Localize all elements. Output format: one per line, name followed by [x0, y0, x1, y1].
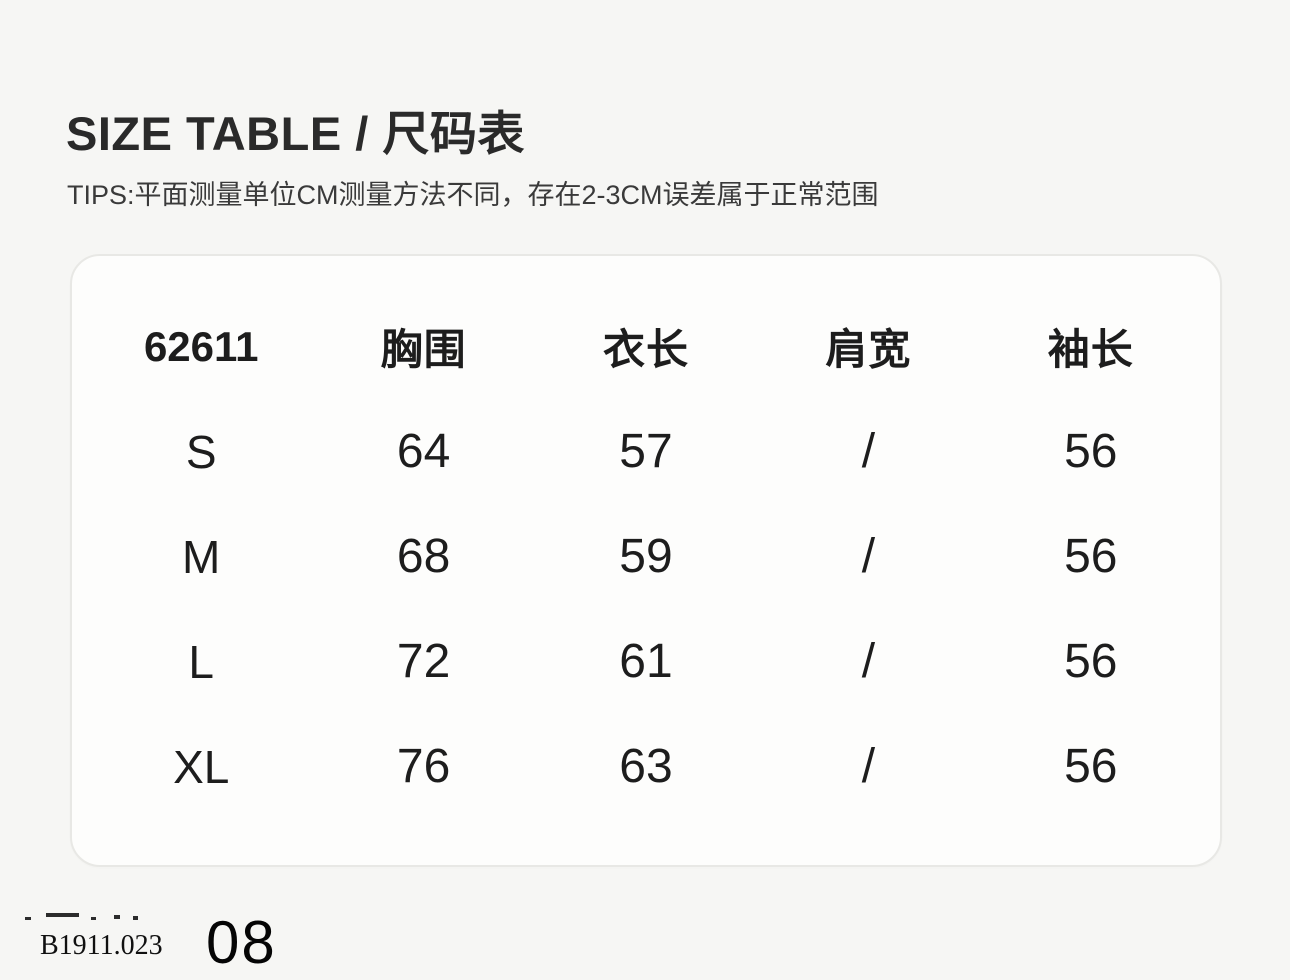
cell-value: 56 [1064, 425, 1118, 478]
cell-value: 61 [619, 635, 673, 688]
column-header: 肩宽 [825, 326, 912, 373]
page-number: 08 [206, 909, 277, 976]
style-code: B1911.023 [40, 930, 163, 961]
measurement-tips-text: TIPS:平面测量单位CM测量方法不同，存在2-3CM误差属于正常范围 [67, 180, 879, 210]
cell-value: / [861, 635, 876, 688]
cell-value: 56 [1064, 635, 1118, 688]
cell-value: 56 [1064, 740, 1118, 793]
size-table-card: 62611 胸围 衣长 肩宽 袖长 S 64 57 / 56 M 68 59 / 56 L 72 61 / 56 XL 7… [70, 254, 1222, 867]
size-label: L [188, 635, 214, 688]
cropped-text-marks [25, 913, 138, 920]
size-label: S [185, 425, 217, 478]
cell-value: / [861, 425, 876, 478]
cell-value: 57 [619, 425, 673, 478]
cell-value: 68 [396, 530, 451, 583]
cell-value: 56 [1064, 530, 1118, 583]
size-table: 62611 胸围 衣长 肩宽 袖长 S 64 57 / 56 M 68 59 / 56 L 72 61 / 56 XL 7… [72, 256, 1220, 819]
page-title: SIZE TABLE / 尺码表 [66, 107, 525, 161]
cell-value: 72 [396, 635, 451, 688]
cell-value: / [861, 530, 876, 583]
cell-value: 59 [619, 530, 673, 583]
product-code-header: 62611 [143, 322, 259, 370]
cell-value: 64 [396, 425, 451, 478]
column-header: 胸围 [380, 326, 467, 373]
cell-value: 76 [396, 740, 451, 793]
cell-value: 63 [619, 740, 673, 793]
column-header: 衣长 [602, 326, 689, 373]
column-header: 袖长 [1047, 326, 1134, 373]
size-label: XL [173, 740, 230, 793]
cell-value: / [861, 740, 876, 793]
size-label: M [182, 530, 221, 583]
